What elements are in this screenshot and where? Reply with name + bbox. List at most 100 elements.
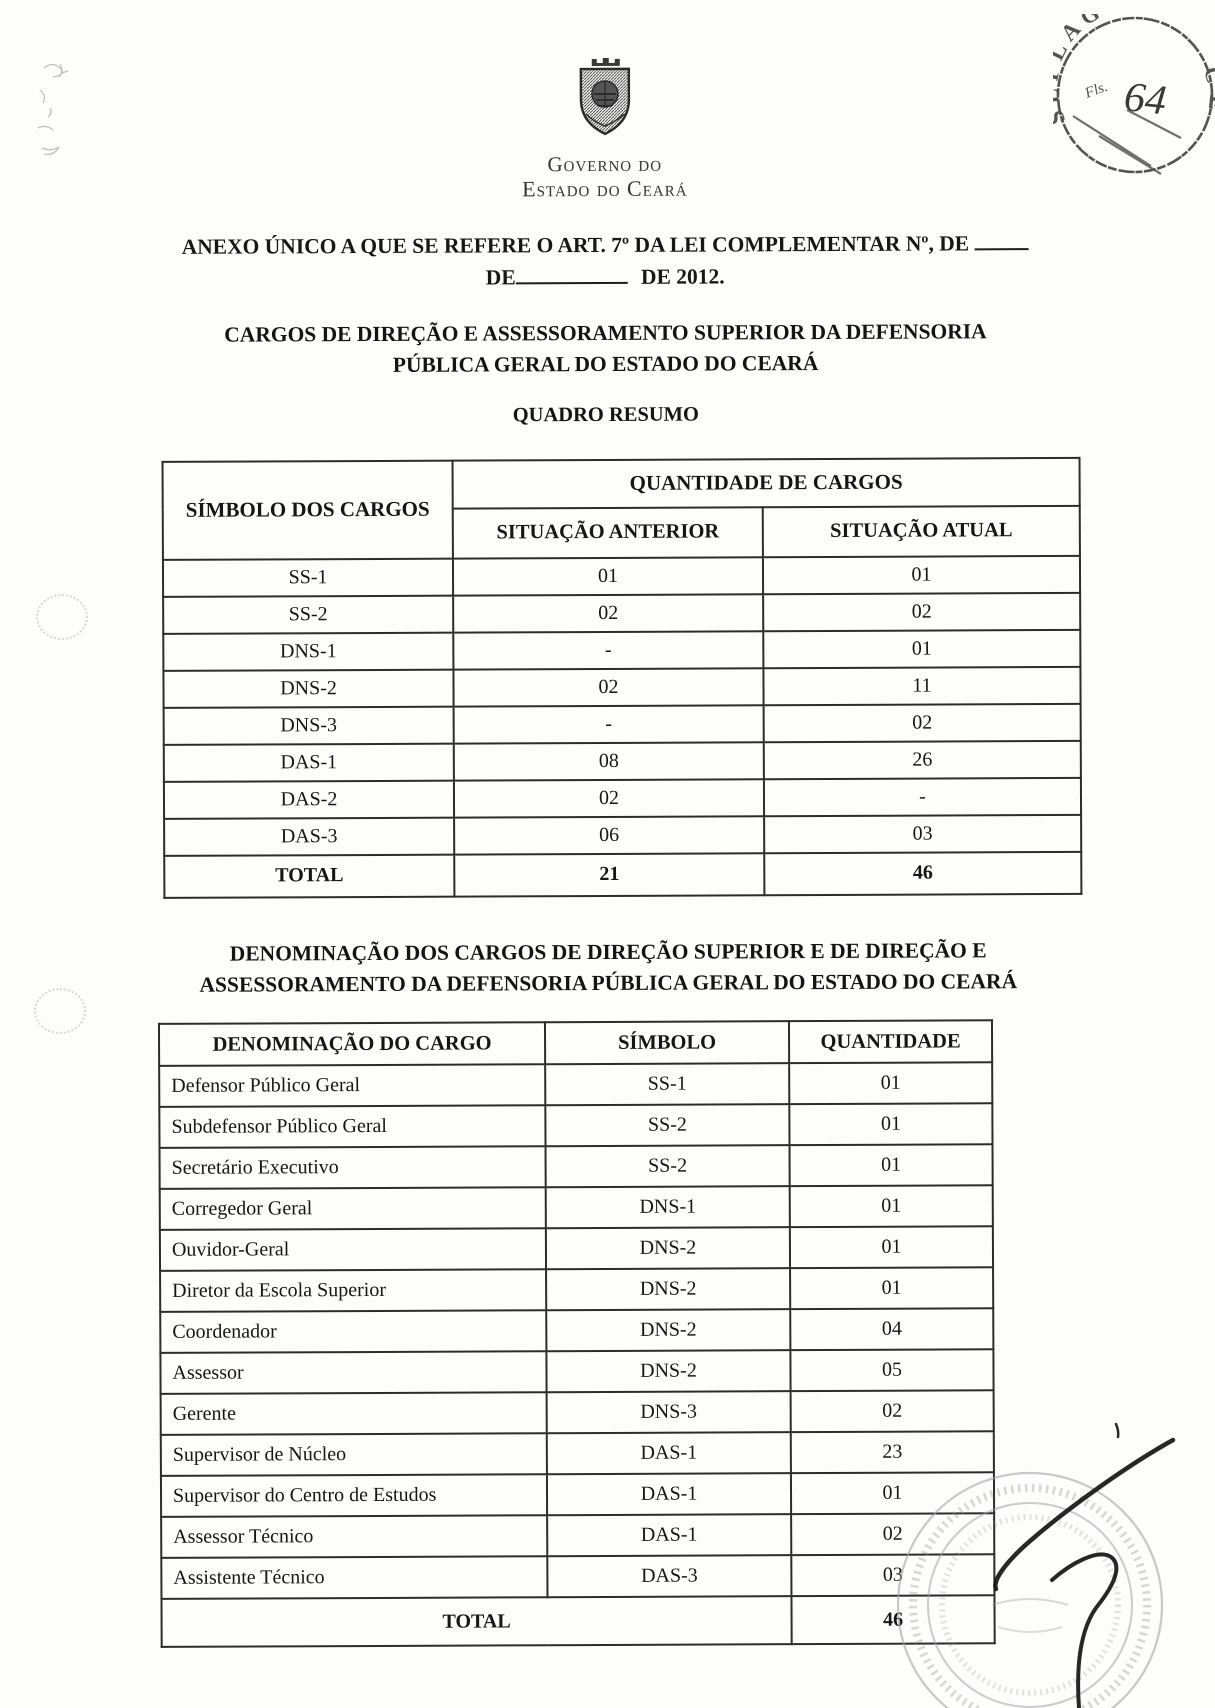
section1-heading-line2: PÚBLICA GERAL DO ESTADO DO CEARÁ [392,350,819,377]
cargo-cell: Gerente [160,1392,547,1436]
summary-table-row: SS-2 02 02 [163,592,1081,634]
summary-total-label: TOTAL [164,854,455,898]
quantidade-cell: 01 [790,1472,995,1515]
situacao-anterior-cell: 08 [453,742,764,781]
summary-col1-header: SÍMBOLO DOS CARGOS [162,460,453,560]
quantidade-cell: 23 [790,1431,994,1474]
positions-col2-header: SÍMBOLO [544,1021,790,1065]
simbolo-cell: DNS-3 [546,1391,791,1434]
blank-line [974,233,1029,251]
section2-heading-line2: ASSESSORAMENTO DA DEFENSORIA PÚBLICA GER… [199,969,1018,997]
simbolo-cell: DAS-3 [547,1555,792,1598]
summary-table-row: DNS-2 02 11 [163,666,1081,708]
positions-table-row: Supervisor de Núcleo DAS-1 23 [160,1431,994,1477]
simbolo-cell: DNS-2 [163,669,454,708]
quantidade-cell: 05 [790,1349,994,1392]
page-content: Governo do Estado do Ceará ANEXO ÚNICO A… [0,0,1212,1649]
cargo-cell: Coordenador [160,1310,547,1354]
section2-heading: DENOMINAÇÃO DOS CARGOS DE DIREÇÃO SUPERI… [103,935,1113,1002]
quantidade-cell: 01 [789,1144,993,1187]
situacao-atual-cell: 03 [764,814,1082,854]
situacao-atual-cell: 26 [763,740,1081,780]
situacao-anterior-cell: 02 [453,668,764,707]
cargo-cell: Supervisor do Centro de Estudos [160,1474,548,1518]
summary-table-row: DAS-1 08 26 [163,740,1081,782]
simbolo-cell: SS-1 [545,1063,790,1106]
positions-total-row: TOTAL 46 [161,1595,995,1648]
quadro-resumo-heading: QUADRO RESUMO [512,403,699,427]
positions-table-row: Assessor DNS-2 05 [160,1349,994,1395]
positions-table-row: Assessor Técnico DAS-1 02 [161,1513,995,1559]
summary-table-row: DAS-3 06 03 [164,814,1082,856]
positions-header-row: DENOMINAÇÃO DO CARGO SÍMBOLO QUANTIDADE [158,1020,993,1067]
quantidade-cell: 01 [789,1103,993,1146]
annex-title-line2-suffix: DE 2012. [640,264,725,290]
positions-table-row: Diretor da Escola Superior DNS-2 01 [160,1267,994,1313]
summary-total-row: TOTAL 21 46 [164,851,1082,898]
positions-table-row: Assistente Técnico DAS-3 03 [161,1554,995,1600]
letterhead: Governo do Estado do Ceará [0,0,1212,204]
simbolo-cell: DNS-2 [546,1350,791,1393]
summary-col3-header: SITUAÇÃO ATUAL [762,505,1080,558]
summary-header-row-1: SÍMBOLO DOS CARGOS QUANTIDADE DE CARGOS [162,457,1080,560]
situacao-atual-cell: 02 [763,592,1081,632]
section1-heading-line1: CARGOS DE DIREÇÃO E ASSESSORAMENTO SUPER… [224,318,987,347]
positions-table: DENOMINAÇÃO DO CARGO SÍMBOLO QUANTIDADE … [158,1020,996,1649]
summary-table-row: DNS-3 - 02 [163,703,1081,745]
simbolo-cell: SS-1 [162,558,454,597]
simbolo-cell: DNS-2 [546,1268,791,1311]
positions-table-row: Gerente DNS-3 02 [160,1390,994,1436]
simbolo-cell: DNS-2 [546,1309,791,1352]
government-name-line2: Estado do Ceará [522,175,688,201]
government-name: Governo do Estado do Ceará [0,150,1212,203]
annex-title-line1: ANEXO ÚNICO A QUE SE REFERE O ART. 7º DA… [181,231,970,259]
cargo-cell: Diretor da Escola Superior [160,1269,547,1313]
simbolo-cell: DAS-1 [163,743,454,782]
cargo-cell: Ouvidor-Geral [159,1228,547,1272]
cargo-cell: Assessor Técnico [161,1515,548,1559]
simbolo-cell: DAS-1 [546,1473,792,1516]
summary-table: SÍMBOLO DOS CARGOS QUANTIDADE DE CARGOS … [162,457,1083,899]
situacao-anterior-cell: 02 [453,779,765,818]
cargo-cell: Assistente Técnico [161,1556,548,1600]
summary-total-atual: 46 [764,851,1082,896]
summary-group-header: QUANTIDADE DE CARGOS [452,457,1080,509]
section1-heading: CARGOS DE DIREÇÃO E ASSESSORAMENTO SUPER… [100,315,1110,382]
simbolo-cell: SS-2 [163,595,454,634]
quantidade-cell: 02 [791,1513,995,1556]
situacao-anterior-cell: 06 [454,816,765,855]
annex-title-line2-prefix: DE [485,265,516,290]
situacao-atual-cell: 01 [762,555,1081,595]
positions-table-row: Ouvidor-Geral DNS-2 01 [159,1226,994,1272]
cargo-cell: Defensor Público Geral [159,1064,546,1108]
quantidade-cell: 03 [791,1554,995,1597]
quantidade-cell: 01 [789,1062,993,1105]
positions-table-row: Defensor Público Geral SS-1 01 [159,1062,993,1108]
positions-table-row: Secretário Executivo SS-2 01 [159,1144,993,1190]
summary-table-row: DNS-1 - 01 [163,629,1081,671]
simbolo-cell: DNS-3 [163,706,454,745]
quantidade-cell: 01 [790,1267,994,1310]
blank-line [515,267,628,285]
positions-total-label: TOTAL [161,1596,792,1648]
situacao-atual-cell: 11 [763,666,1081,706]
simbolo-cell: DAS-2 [163,780,455,819]
positions-total-quantidade: 46 [791,1595,995,1645]
cargo-cell: Secretário Executivo [159,1146,546,1190]
coat-of-arms-icon [579,57,630,136]
quantidade-cell: 02 [790,1390,994,1433]
positions-col1-header: DENOMINAÇÃO DO CARGO [158,1022,546,1067]
situacao-atual-cell: 01 [763,629,1081,669]
positions-table-row: Subdefensor Público Geral SS-2 01 [159,1103,993,1149]
hole-punch-mark [34,988,86,1034]
quantidade-cell: 01 [789,1226,994,1269]
positions-table-row: Corregedor Geral DNS-1 01 [159,1185,993,1231]
summary-col2-header: SITUAÇÃO ANTERIOR [452,507,763,559]
simbolo-cell: DAS-1 [547,1514,792,1557]
summary-table-row: SS-1 01 01 [162,555,1081,597]
cargo-cell: Supervisor de Núcleo [160,1433,547,1477]
quantidade-cell: 04 [790,1308,994,1351]
simbolo-cell: DNS-2 [545,1227,791,1270]
